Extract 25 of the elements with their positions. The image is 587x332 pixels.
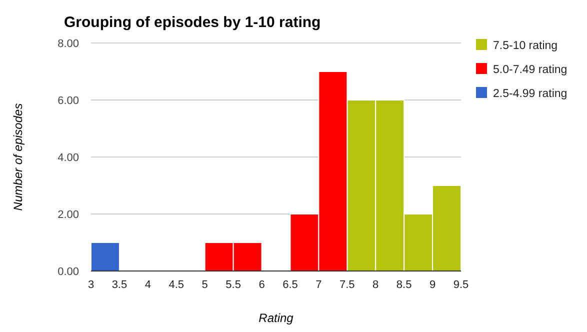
y-tick-label: 0.00 [58,266,79,278]
x-tick-label: 6 [258,279,265,291]
x-tick-label: 4.5 [168,279,184,291]
x-tick-label: 9 [429,279,436,291]
legend-label: 7.5-10 rating [493,40,558,52]
x-tick-label: 4 [144,279,151,291]
legend-label: 2.5-4.99 rating [493,88,568,100]
x-tick-label: 3.5 [112,279,128,291]
x-tick-label: 8 [372,279,379,291]
x-tick-label: 7 [316,279,322,291]
x-tick-label: 8.5 [396,279,412,291]
legend-label: 5.0-7.49 rating [493,64,568,76]
x-tick-label: 7.5 [340,279,355,291]
y-tick-label: 4.00 [58,152,79,164]
y-tick-label: 6.00 [58,94,79,107]
y-axis-title: Number of episodes [11,103,25,211]
x-tick-label: 5.5 [226,279,241,291]
x-tick-label: 5 [202,279,208,291]
chart-title: Grouping of episodes by 1-10 rating [64,14,321,31]
x-axis-title: Rating [258,311,294,325]
x-tick-label: 6.5 [282,279,298,291]
y-tick-label: 2.00 [58,208,79,221]
x-tick-label: 9.5 [453,279,469,291]
x-tick-label: 3 [88,279,94,291]
y-tick-label: 8.00 [58,38,79,50]
